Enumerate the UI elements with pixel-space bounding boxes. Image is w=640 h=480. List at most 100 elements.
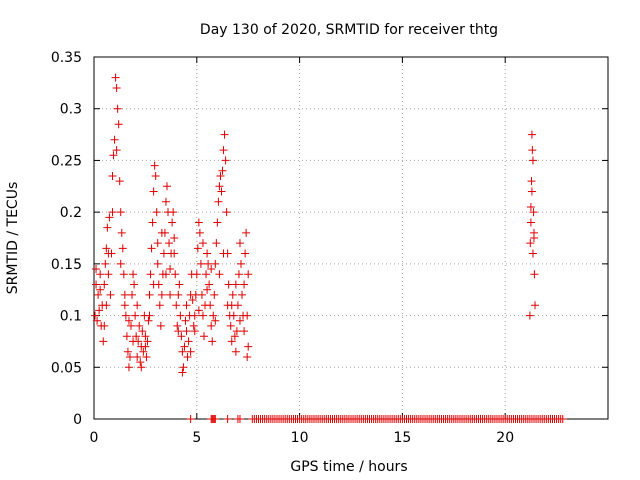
data-point — [528, 146, 537, 155]
data-point — [159, 249, 168, 258]
data-point — [189, 321, 198, 330]
data-point — [144, 316, 153, 325]
data-point — [199, 332, 208, 341]
data-point — [221, 156, 230, 165]
data-point — [235, 239, 244, 248]
data-point — [139, 347, 148, 356]
data-point — [180, 342, 189, 351]
data-point — [198, 311, 207, 320]
data-point — [183, 352, 192, 361]
data-point — [528, 156, 537, 165]
data-point — [194, 218, 203, 227]
data-point — [243, 311, 252, 320]
data-point — [133, 301, 142, 310]
data-point — [106, 290, 115, 299]
data-point — [216, 171, 225, 180]
data-point — [156, 321, 165, 330]
data-point — [172, 301, 181, 310]
y-tick-label: 0.35 — [51, 50, 82, 66]
data-point — [233, 301, 242, 310]
data-point — [115, 177, 124, 186]
data-point — [193, 244, 202, 253]
data-point — [232, 327, 241, 336]
data-point — [100, 321, 109, 330]
y-tick-label: 0.05 — [51, 360, 82, 376]
data-point — [190, 311, 199, 320]
data-point — [228, 290, 237, 299]
data-point — [95, 306, 104, 315]
data-point — [112, 146, 121, 155]
data-point — [102, 244, 111, 253]
data-point — [238, 290, 247, 299]
data-point — [175, 280, 184, 289]
data-point — [240, 280, 249, 289]
data-point — [558, 415, 567, 423]
axis-ticks: 0 0.05 0.1 0.15 0.2 0.25 0.3 0.35 0 5 10 15 20 — [51, 50, 608, 446]
data-point — [112, 84, 121, 93]
data-point — [211, 259, 220, 268]
data-point — [205, 280, 214, 289]
y-tick-label: 0.15 — [51, 257, 82, 273]
data-point — [182, 301, 191, 310]
data-point — [231, 347, 240, 356]
data-point — [209, 311, 218, 320]
data-point — [150, 161, 159, 170]
data-point — [204, 259, 213, 268]
x-tick-label: 20 — [496, 430, 514, 446]
chart-title: Day 130 of 2020, SRMTID for receiver tht… — [200, 22, 498, 38]
data-point — [157, 228, 166, 237]
data-point — [116, 259, 125, 268]
data-point — [198, 239, 207, 248]
y-tick-label: 0 — [73, 412, 82, 428]
data-point — [178, 368, 187, 377]
data-point — [203, 249, 212, 258]
data-point — [165, 239, 174, 248]
data-point — [219, 146, 228, 155]
data-point — [243, 352, 252, 361]
data-point — [217, 187, 226, 196]
data-point — [176, 311, 185, 320]
data-point — [166, 265, 175, 274]
data-point — [213, 218, 222, 227]
data-point — [182, 327, 191, 336]
data-point — [104, 249, 113, 258]
data-point — [145, 311, 154, 320]
data-point — [91, 311, 100, 320]
data-point — [121, 311, 130, 320]
data-point — [145, 290, 154, 299]
data-point — [207, 321, 216, 330]
data-point — [168, 218, 177, 227]
data-point — [229, 311, 238, 320]
data-point — [528, 249, 537, 258]
data-point — [149, 280, 158, 289]
data-point — [223, 301, 232, 310]
data-point — [104, 270, 113, 279]
data-point — [195, 228, 204, 237]
data-point — [153, 239, 162, 248]
data-point — [231, 280, 240, 289]
data-point — [184, 337, 193, 346]
data-point — [181, 316, 190, 325]
data-point — [206, 301, 215, 310]
data-point — [235, 415, 244, 423]
x-tick-label: 15 — [393, 430, 411, 446]
data-point — [212, 239, 221, 248]
data-point — [235, 316, 244, 325]
x-axis-label: GPS time / hours — [290, 459, 407, 475]
data-point — [170, 249, 179, 258]
data-point — [214, 197, 223, 206]
data-point — [227, 337, 236, 346]
data-point — [99, 337, 108, 346]
data-point — [196, 259, 205, 268]
data-point — [148, 218, 157, 227]
data-point — [128, 290, 137, 299]
data-point — [114, 120, 123, 129]
data-point — [131, 311, 140, 320]
data-point — [178, 347, 187, 356]
data-point — [119, 270, 128, 279]
data-point — [197, 290, 206, 299]
data-point — [93, 316, 102, 325]
y-tick-label: 0.25 — [51, 153, 82, 169]
data-point — [130, 280, 139, 289]
data-point — [224, 280, 233, 289]
